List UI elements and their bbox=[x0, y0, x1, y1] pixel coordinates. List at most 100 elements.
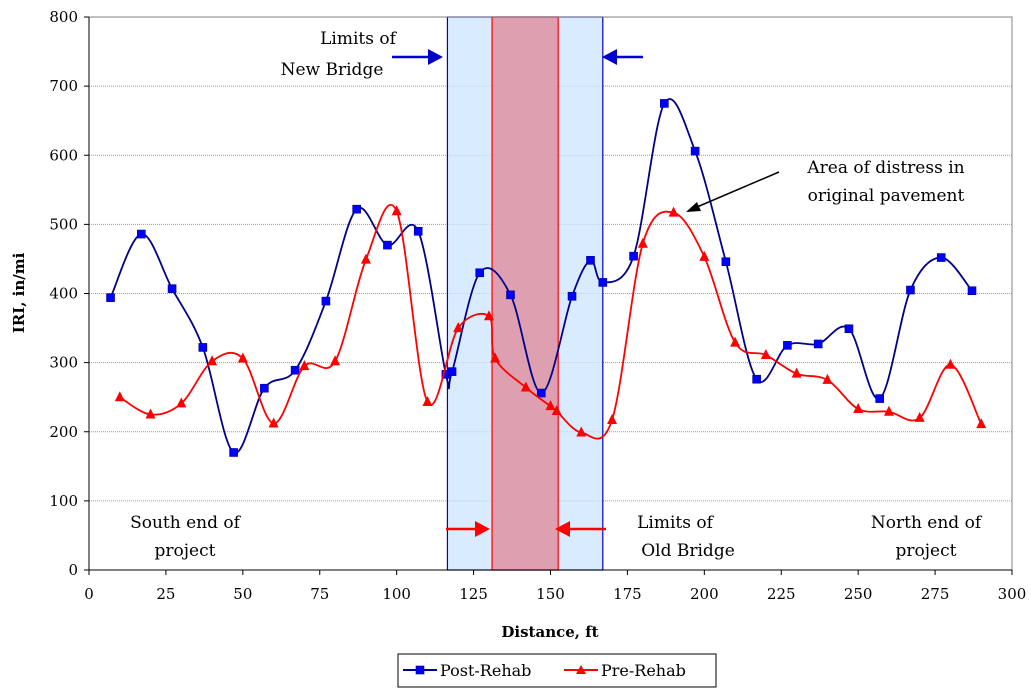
point-pre-rehab-7 bbox=[330, 355, 341, 366]
point-pre-rehab-30 bbox=[976, 418, 987, 429]
point-pre-rehab-3 bbox=[207, 355, 218, 366]
legend-pre-marker bbox=[576, 665, 586, 674]
point-post-rehab-2 bbox=[167, 284, 177, 293]
point-post-rehab-5 bbox=[260, 383, 269, 393]
point-pre-rehab-13 bbox=[490, 352, 501, 363]
point-pre-rehab-16 bbox=[551, 405, 562, 416]
point-post-rehab-8 bbox=[352, 204, 361, 214]
point-pre-rehab-15 bbox=[545, 400, 556, 411]
point-pre-rehab-9 bbox=[391, 205, 402, 216]
old-bridge-line-1: Limits of bbox=[637, 513, 714, 533]
point-pre-rehab-10 bbox=[422, 396, 433, 407]
point-pre-rehab-14 bbox=[520, 381, 531, 392]
point-pre-rehab-24 bbox=[791, 367, 802, 378]
distress-arrow bbox=[689, 171, 780, 211]
distress-line-1: Area of distress in bbox=[806, 158, 964, 178]
annotation-new-bridge: Limits of New Bridge bbox=[281, 29, 398, 80]
bridge-regions bbox=[446, 16, 604, 571]
legend-box bbox=[397, 653, 717, 688]
point-pre-rehab-28 bbox=[914, 411, 925, 422]
annotation-distress: Area of distress in original pavement bbox=[806, 158, 964, 206]
new-bridge-line-1: Limits of bbox=[320, 29, 397, 49]
point-post-rehab-7 bbox=[321, 296, 331, 306]
point-post-rehab-27 bbox=[875, 394, 885, 403]
point-post-rehab-23 bbox=[752, 374, 761, 384]
point-pre-rehab-0 bbox=[114, 391, 125, 402]
point-pre-rehab-5 bbox=[268, 417, 279, 428]
y-tick-label-800: 800 bbox=[49, 8, 78, 26]
x-tick-label-75: 75 bbox=[310, 585, 329, 603]
north-line-2: project bbox=[896, 541, 957, 561]
point-pre-rehab-22 bbox=[730, 336, 741, 347]
point-post-rehab-3 bbox=[198, 343, 208, 352]
point-post-rehab-17 bbox=[586, 256, 595, 265]
point-pre-rehab-18 bbox=[607, 413, 618, 424]
x-tick-label-125: 125 bbox=[459, 585, 488, 603]
north-line-1: North end of bbox=[871, 513, 983, 533]
x-tick-label-200: 200 bbox=[690, 585, 719, 603]
data-series bbox=[106, 98, 987, 457]
legend-post-marker bbox=[415, 665, 425, 675]
x-tick-label-0: 0 bbox=[84, 585, 94, 603]
x-tick-label-25: 25 bbox=[156, 585, 175, 603]
point-pre-rehab-8 bbox=[360, 253, 371, 264]
point-post-rehab-13 bbox=[475, 268, 485, 278]
point-post-rehab-18 bbox=[598, 278, 608, 287]
point-pre-rehab-26 bbox=[853, 402, 864, 413]
point-post-rehab-15 bbox=[536, 388, 546, 398]
point-pre-rehab-6 bbox=[299, 360, 310, 371]
annotation-old-bridge: Limits of Old Bridge bbox=[637, 513, 735, 561]
old-bridge-right-arrowhead bbox=[555, 521, 570, 537]
new-bridge-right-arrowhead bbox=[602, 49, 617, 65]
annotation-arrows bbox=[392, 49, 780, 537]
annotation-south-end: South end of project bbox=[130, 513, 242, 561]
south-line-1: South end of bbox=[130, 513, 242, 533]
x-tick-label-150: 150 bbox=[536, 585, 565, 603]
x-axis-title: Distance, ft bbox=[501, 623, 598, 641]
point-post-rehab-24 bbox=[783, 341, 792, 350]
y-tick-label-700: 700 bbox=[49, 77, 78, 95]
y-tick-label-200: 200 bbox=[49, 423, 78, 441]
point-pre-rehab-29 bbox=[945, 358, 956, 369]
old-bridge-left-arrowhead bbox=[475, 521, 490, 537]
y-axis-title: IRI, in/mi bbox=[10, 252, 28, 333]
point-pre-rehab-21 bbox=[699, 250, 710, 261]
point-pre-rehab-19 bbox=[637, 237, 648, 248]
old-bridge-line-2: Old Bridge bbox=[641, 541, 735, 561]
point-post-rehab-9 bbox=[383, 240, 392, 250]
point-post-rehab-29 bbox=[936, 253, 946, 262]
point-pre-rehab-11 bbox=[453, 322, 464, 333]
point-post-rehab-26 bbox=[844, 324, 854, 334]
point-post-rehab-0 bbox=[106, 293, 115, 302]
series-pre-rehab bbox=[114, 203, 987, 440]
x-tick-label-175: 175 bbox=[613, 585, 642, 603]
annotation-north-end: North end of project bbox=[871, 513, 983, 561]
y-tick-label-100: 100 bbox=[49, 492, 78, 510]
point-post-rehab-1 bbox=[137, 229, 146, 239]
axes: 0 100 200 300 400 500 600 700 800 0 25 50 75 100 125 15… bbox=[49, 8, 1026, 603]
x-tick-label-250: 250 bbox=[844, 585, 873, 603]
south-line-2: project bbox=[155, 541, 216, 561]
point-post-rehab-21 bbox=[690, 146, 700, 156]
y-tick-label-500: 500 bbox=[49, 215, 78, 233]
legend-pre-label: Pre-Rehab bbox=[601, 661, 686, 680]
point-pre-rehab-12 bbox=[483, 310, 494, 321]
point-pre-rehab-25 bbox=[822, 373, 833, 384]
x-tick-label-300: 300 bbox=[998, 585, 1027, 603]
point-pre-rehab-4 bbox=[237, 352, 248, 363]
point-post-rehab-4 bbox=[229, 448, 238, 457]
new-bridge-line-2: New Bridge bbox=[281, 60, 384, 80]
point-post-rehab-6 bbox=[290, 365, 300, 375]
point-post-rehab-20 bbox=[660, 99, 669, 108]
legend: Post-Rehab Pre-Rehab bbox=[397, 653, 717, 688]
x-tick-label-275: 275 bbox=[921, 585, 950, 603]
point-post-rehab-30 bbox=[967, 286, 977, 296]
x-tick-label-50: 50 bbox=[233, 585, 252, 603]
point-post-rehab-10 bbox=[413, 226, 423, 236]
legend-post-label: Post-Rehab bbox=[440, 661, 531, 680]
point-pre-rehab-17 bbox=[576, 426, 587, 437]
point-post-rehab-16 bbox=[567, 291, 577, 301]
point-post-rehab-28 bbox=[906, 285, 915, 295]
series-post-rehab bbox=[106, 98, 977, 457]
